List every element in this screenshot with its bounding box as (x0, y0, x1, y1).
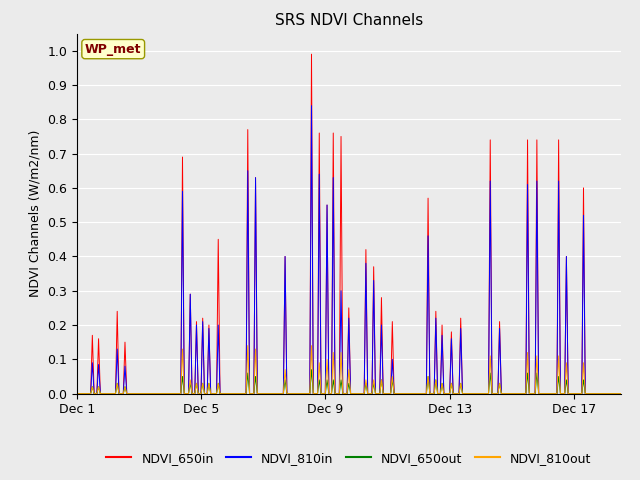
NDVI_650out (612, 391, 620, 396)
NDVI_650out (572, 391, 580, 396)
Y-axis label: NDVI Channels (W/m2/nm): NDVI Channels (W/m2/nm) (29, 130, 42, 297)
NDVI_810in (73, 391, 81, 396)
NDVI_810out (404, 391, 412, 396)
Legend: NDVI_650in, NDVI_810in, NDVI_650out, NDVI_810out: NDVI_650in, NDVI_810in, NDVI_650out, NDV… (101, 447, 596, 469)
NDVI_650out (404, 391, 412, 396)
NDVI_810out (244, 343, 252, 348)
Line: NDVI_810out: NDVI_810out (77, 346, 621, 394)
NDVI_650in (572, 391, 580, 396)
NDVI_650out (73, 391, 81, 396)
NDVI_650in (73, 391, 81, 396)
NDVI_650out (152, 391, 160, 396)
NDVI_650in (404, 391, 412, 396)
NDVI_650out (308, 367, 316, 372)
NDVI_810out (152, 391, 160, 396)
NDVI_810out (73, 391, 81, 396)
NDVI_810in (617, 391, 625, 396)
NDVI_810out (107, 391, 115, 396)
NDVI_810in (308, 103, 316, 108)
NDVI_810in (107, 391, 115, 396)
NDVI_810in (572, 391, 580, 396)
NDVI_810in (282, 338, 290, 344)
NDVI_650in (152, 391, 160, 396)
NDVI_810in (404, 391, 412, 396)
NDVI_650in (612, 391, 620, 396)
NDVI_810out (282, 383, 290, 388)
NDVI_810in (612, 391, 620, 396)
NDVI_810out (572, 391, 580, 396)
Text: WP_met: WP_met (85, 43, 141, 56)
NDVI_650in (107, 391, 115, 396)
Line: NDVI_810in: NDVI_810in (77, 106, 621, 394)
NDVI_810in (152, 391, 160, 396)
NDVI_810out (617, 391, 625, 396)
Line: NDVI_650in: NDVI_650in (77, 54, 621, 394)
NDVI_650in (308, 51, 316, 57)
NDVI_650out (107, 391, 115, 396)
Line: NDVI_650out: NDVI_650out (77, 370, 621, 394)
NDVI_650out (282, 385, 290, 391)
Title: SRS NDVI Channels: SRS NDVI Channels (275, 13, 423, 28)
NDVI_650in (617, 391, 625, 396)
NDVI_810out (612, 391, 620, 396)
NDVI_650in (282, 338, 290, 344)
NDVI_650out (617, 391, 625, 396)
